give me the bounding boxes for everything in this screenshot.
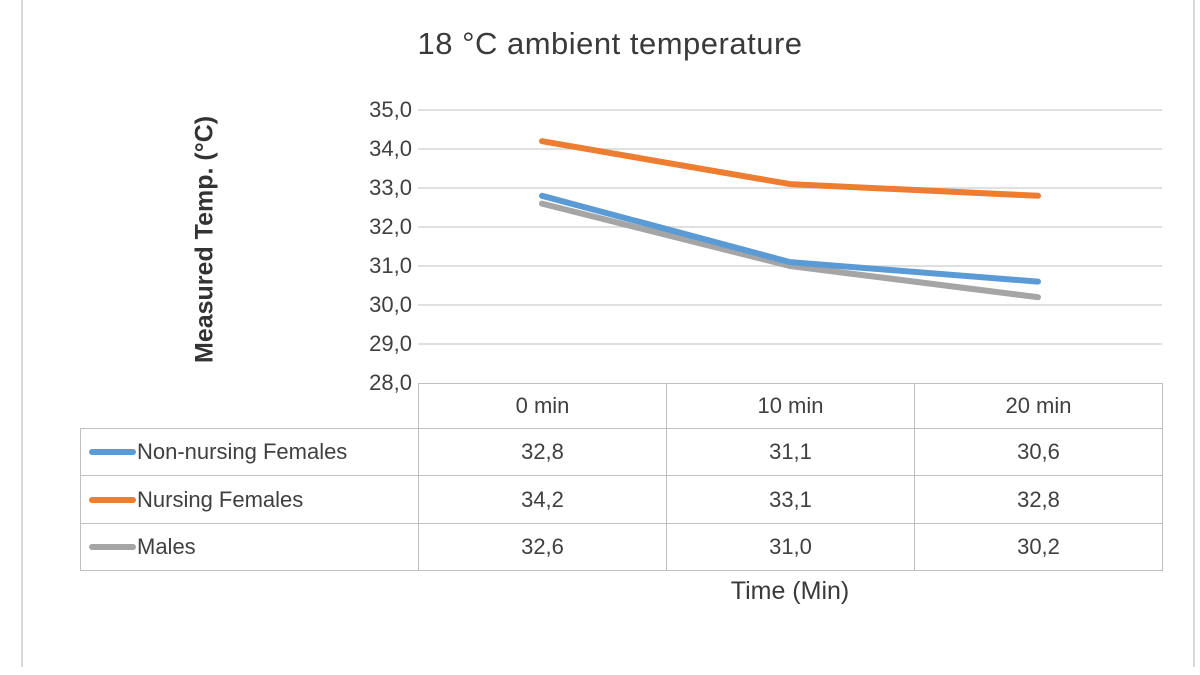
table-row-males: Males 32,6 31,0 30,2 bbox=[80, 523, 1163, 571]
x-axis-title: Time (Min) bbox=[730, 577, 850, 605]
value-cell: 30,6 bbox=[914, 428, 1163, 476]
table-row-nursing-females: Nursing Females 34,2 33,1 32,8 bbox=[80, 475, 1163, 524]
y-axis-title: Measured Temp. (°C) bbox=[190, 115, 219, 363]
legend-cell-nursing-females: Nursing Females bbox=[80, 475, 419, 524]
value-cell: 32,6 bbox=[418, 523, 667, 571]
value-cell: 30,2 bbox=[914, 523, 1163, 571]
y-tick-label: 33,0 bbox=[369, 175, 412, 200]
series-line-nursing-females bbox=[539, 138, 1041, 199]
column-header-0-min: 0 min bbox=[418, 383, 667, 429]
chart-title: 18 °C ambient temperature bbox=[417, 26, 803, 61]
series-line-males bbox=[539, 200, 1041, 301]
value-cell: 34,2 bbox=[418, 475, 667, 524]
value-cell: 31,1 bbox=[666, 428, 915, 476]
left-frame-line bbox=[21, 0, 23, 667]
value-cell: 31,0 bbox=[666, 523, 915, 571]
legend-label: Nursing Females bbox=[137, 486, 304, 512]
legend-cell-males: Males bbox=[80, 523, 419, 571]
legend-line-icon bbox=[89, 496, 136, 503]
y-tick-label: 31,0 bbox=[369, 253, 412, 278]
y-tick-label: 32,0 bbox=[369, 214, 412, 239]
column-header-10-min: 10 min bbox=[666, 383, 915, 429]
legend-cell-non-nursing-females: Non-nursing Females bbox=[80, 428, 419, 476]
plot-area bbox=[418, 109, 1162, 345]
column-header-20-min: 20 min bbox=[914, 383, 1163, 429]
legend-entry: Nursing Females bbox=[89, 487, 418, 513]
y-tick-label: 35,0 bbox=[369, 97, 412, 122]
legend-label: Males bbox=[137, 534, 196, 559]
value-cell: 32,8 bbox=[914, 475, 1163, 524]
series-line-non-nursing-females bbox=[539, 192, 1041, 285]
data-table: 0 min 10 min 20 min Non-nursing Females 32,8… bbox=[80, 383, 1163, 571]
legend-line-icon bbox=[89, 544, 136, 550]
legend-line-icon bbox=[89, 449, 136, 455]
legend-entry: Non-nursing Females bbox=[89, 439, 418, 465]
table-row-non-nursing-females: Non-nursing Females 32,8 31,1 30,6 bbox=[80, 428, 1163, 476]
value-cell: 33,1 bbox=[666, 475, 915, 524]
y-tick-label: 29,0 bbox=[369, 331, 412, 356]
value-cell: 32,8 bbox=[418, 428, 667, 476]
y-tick-label: 28,0 bbox=[369, 370, 412, 395]
table-header-row: 0 min 10 min 20 min bbox=[81, 383, 1163, 429]
legend-label: Non-nursing Females bbox=[137, 439, 348, 464]
y-tick-label: 34,0 bbox=[369, 136, 412, 161]
legend-entry: Males bbox=[89, 534, 418, 560]
y-tick-label: 30,0 bbox=[369, 292, 412, 317]
table-corner-cell bbox=[81, 384, 419, 429]
right-frame-line bbox=[1193, 0, 1195, 667]
